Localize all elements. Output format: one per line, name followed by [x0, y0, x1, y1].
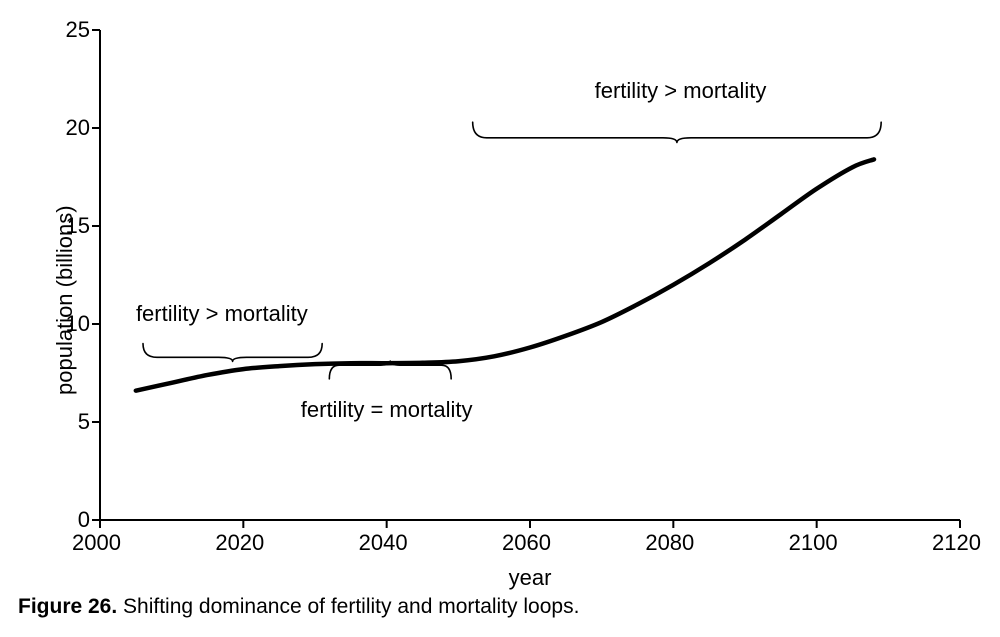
- x-tick-label: 2000: [72, 530, 121, 556]
- y-tick-label: 20: [30, 115, 90, 141]
- x-tick-label: 2100: [789, 530, 838, 556]
- x-axis-label: year: [430, 565, 630, 591]
- y-tick-label: 10: [30, 311, 90, 337]
- x-tick-label: 2080: [645, 530, 694, 556]
- page-root: population (billions) year Figure 26. Sh…: [0, 0, 1000, 637]
- y-tick-label: 25: [30, 17, 90, 43]
- x-tick-label: 2040: [359, 530, 408, 556]
- figure-caption-text: Shifting dominance of fertility and mort…: [117, 595, 579, 618]
- chart-annotation: fertility > mortality: [136, 301, 308, 327]
- figure-caption-label: Figure 26.: [18, 595, 117, 618]
- figure-caption: Figure 26. Shifting dominance of fertili…: [18, 595, 579, 619]
- x-tick-label: 2060: [502, 530, 551, 556]
- y-tick-label: 15: [30, 213, 90, 239]
- chart-svg: [90, 28, 962, 530]
- x-tick-label: 2120: [932, 530, 981, 556]
- chart-area: [90, 28, 950, 528]
- chart-annotation: fertility > mortality: [595, 78, 767, 104]
- chart-annotation: fertility = mortality: [301, 397, 473, 423]
- y-tick-label: 5: [30, 409, 90, 435]
- x-tick-label: 2020: [215, 530, 264, 556]
